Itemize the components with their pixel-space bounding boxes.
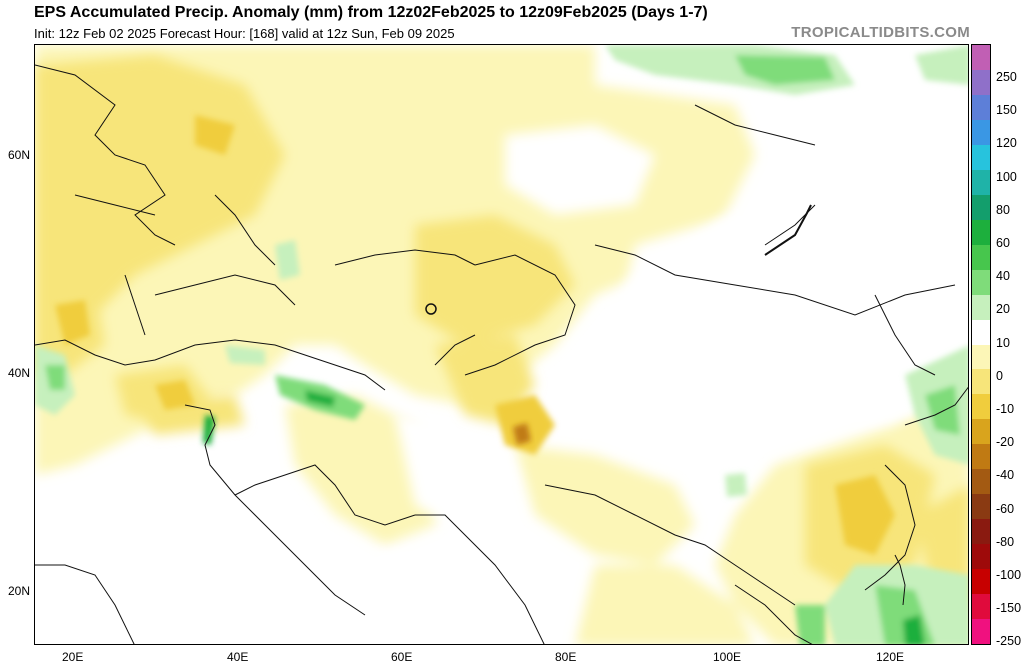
colorbar-tick-label: 80 [996,202,1010,217]
lon-label-40e: 40E [227,650,249,664]
colorbar-tick-label: -20 [996,435,1015,450]
lon-label-120e: 120E [876,650,905,664]
init-forecast-subtitle: Init: 12z Feb 02 2025 Forecast Hour: [16… [34,26,455,41]
colorbar-swatch [972,94,990,120]
colorbar-tick-label: 120 [996,136,1017,151]
colorbar-swatch [972,194,990,220]
lon-label-20e: 20E [62,650,84,664]
colorbar-swatch [972,319,990,345]
colorbar-swatch [972,619,990,645]
colorbar-swatch [972,444,990,470]
lat-label-40n: 40N [8,366,31,380]
colorbar-swatch [972,519,990,545]
colorbar-tick-label: 250 [996,70,1017,84]
colorbar-tick-label: 10 [996,335,1010,350]
lon-label-80e: 80E [555,650,577,664]
colorbar-tick-label: 150 [996,103,1017,118]
anomaly-wet [35,45,968,644]
anomaly-severe-dry [513,423,531,445]
colorbar-swatch [972,144,990,170]
colorbar-swatch [972,219,990,245]
colorbar-swatch [972,394,990,420]
colorbar-tick-label: -40 [996,468,1015,483]
colorbar-swatch [972,419,990,445]
colorbar-swatch [972,244,990,270]
map-canvas [35,45,968,644]
colorbar [971,44,991,645]
colorbar-tick-label: 60 [996,236,1010,250]
anomaly-neutral [35,125,968,644]
colorbar-swatch [972,569,990,595]
brand-watermark: TROPICALTIDBITS.COM [791,24,970,41]
lat-label-20n: 20N [8,584,31,598]
coastlines-borders [35,64,968,644]
colorbar-tick-label: -100 [996,568,1022,582]
colorbar-tick-label: 100 [996,169,1017,184]
colorbar-swatch [972,494,990,520]
colorbar-tick-label: -10 [996,402,1015,416]
colorbar-swatch [972,169,990,195]
colorbar-tick-label: 40 [996,269,1010,284]
lon-label-100e: 100E [713,650,742,664]
lake-baikal-outline [764,204,812,256]
colorbar-swatch [972,269,990,295]
colorbar-swatch [972,69,990,95]
colorbar-tick-label: 0 [996,368,1003,383]
colorbar-swatch [972,369,990,395]
colorbar-swatch [972,294,990,320]
colorbar-swatch [972,544,990,570]
precip-anomaly-map [34,44,969,645]
colorbar-tick-label: -80 [996,534,1015,549]
lat-label-60n: 60N [8,148,31,162]
lon-label-60e: 60E [391,650,413,664]
colorbar-tick-label: -150 [996,601,1022,616]
aral-sea-outline [425,303,437,315]
chart-title: EPS Accumulated Precip. Anomaly (mm) fro… [34,4,708,21]
colorbar-swatch [972,119,990,145]
colorbar-swatch [972,594,990,620]
colorbar-swatch [972,45,990,70]
colorbar-tick-label: 20 [996,302,1010,317]
colorbar-swatch [972,344,990,370]
colorbar-swatch [972,469,990,495]
colorbar-tick-label: -60 [996,501,1015,516]
colorbar-tick-label: -250 [996,634,1022,649]
